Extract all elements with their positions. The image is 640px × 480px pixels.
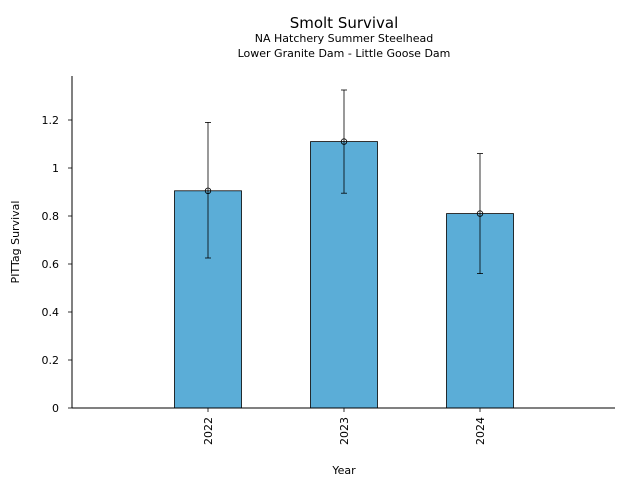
x-tick-label: 2023 [338, 417, 351, 445]
point-marker-2024 [476, 210, 484, 217]
y-tick-label: 0 [52, 402, 59, 415]
y-tick-label: 1.2 [42, 114, 60, 127]
y-axis-ticks: 0 0.2 0.4 0.6 0.8 1 1.2 [42, 114, 72, 415]
x-tick-label: 2024 [474, 417, 487, 445]
x-tick-label: 2022 [202, 417, 215, 445]
point-marker-2022 [204, 187, 212, 194]
y-tick-label: 0.4 [42, 306, 60, 319]
y-tick-label: 0.8 [42, 210, 60, 223]
chart-subtitle-line-2: Lower Granite Dam - Little Goose Dam [238, 47, 451, 60]
y-tick-label: 0.6 [42, 258, 60, 271]
chart-title: Smolt Survival [290, 14, 399, 32]
y-axis-label: PITTag Survival [9, 201, 22, 284]
chart-subtitle-line-1: NA Hatchery Summer Steelhead [255, 32, 433, 45]
x-axis-ticks: 2022 2023 2024 [202, 408, 487, 445]
plot-area [174, 89, 514, 409]
point-marker-2023 [340, 138, 348, 145]
x-axis-label: Year [331, 464, 356, 477]
y-tick-label: 0.2 [42, 354, 60, 367]
y-tick-label: 1 [52, 162, 59, 175]
